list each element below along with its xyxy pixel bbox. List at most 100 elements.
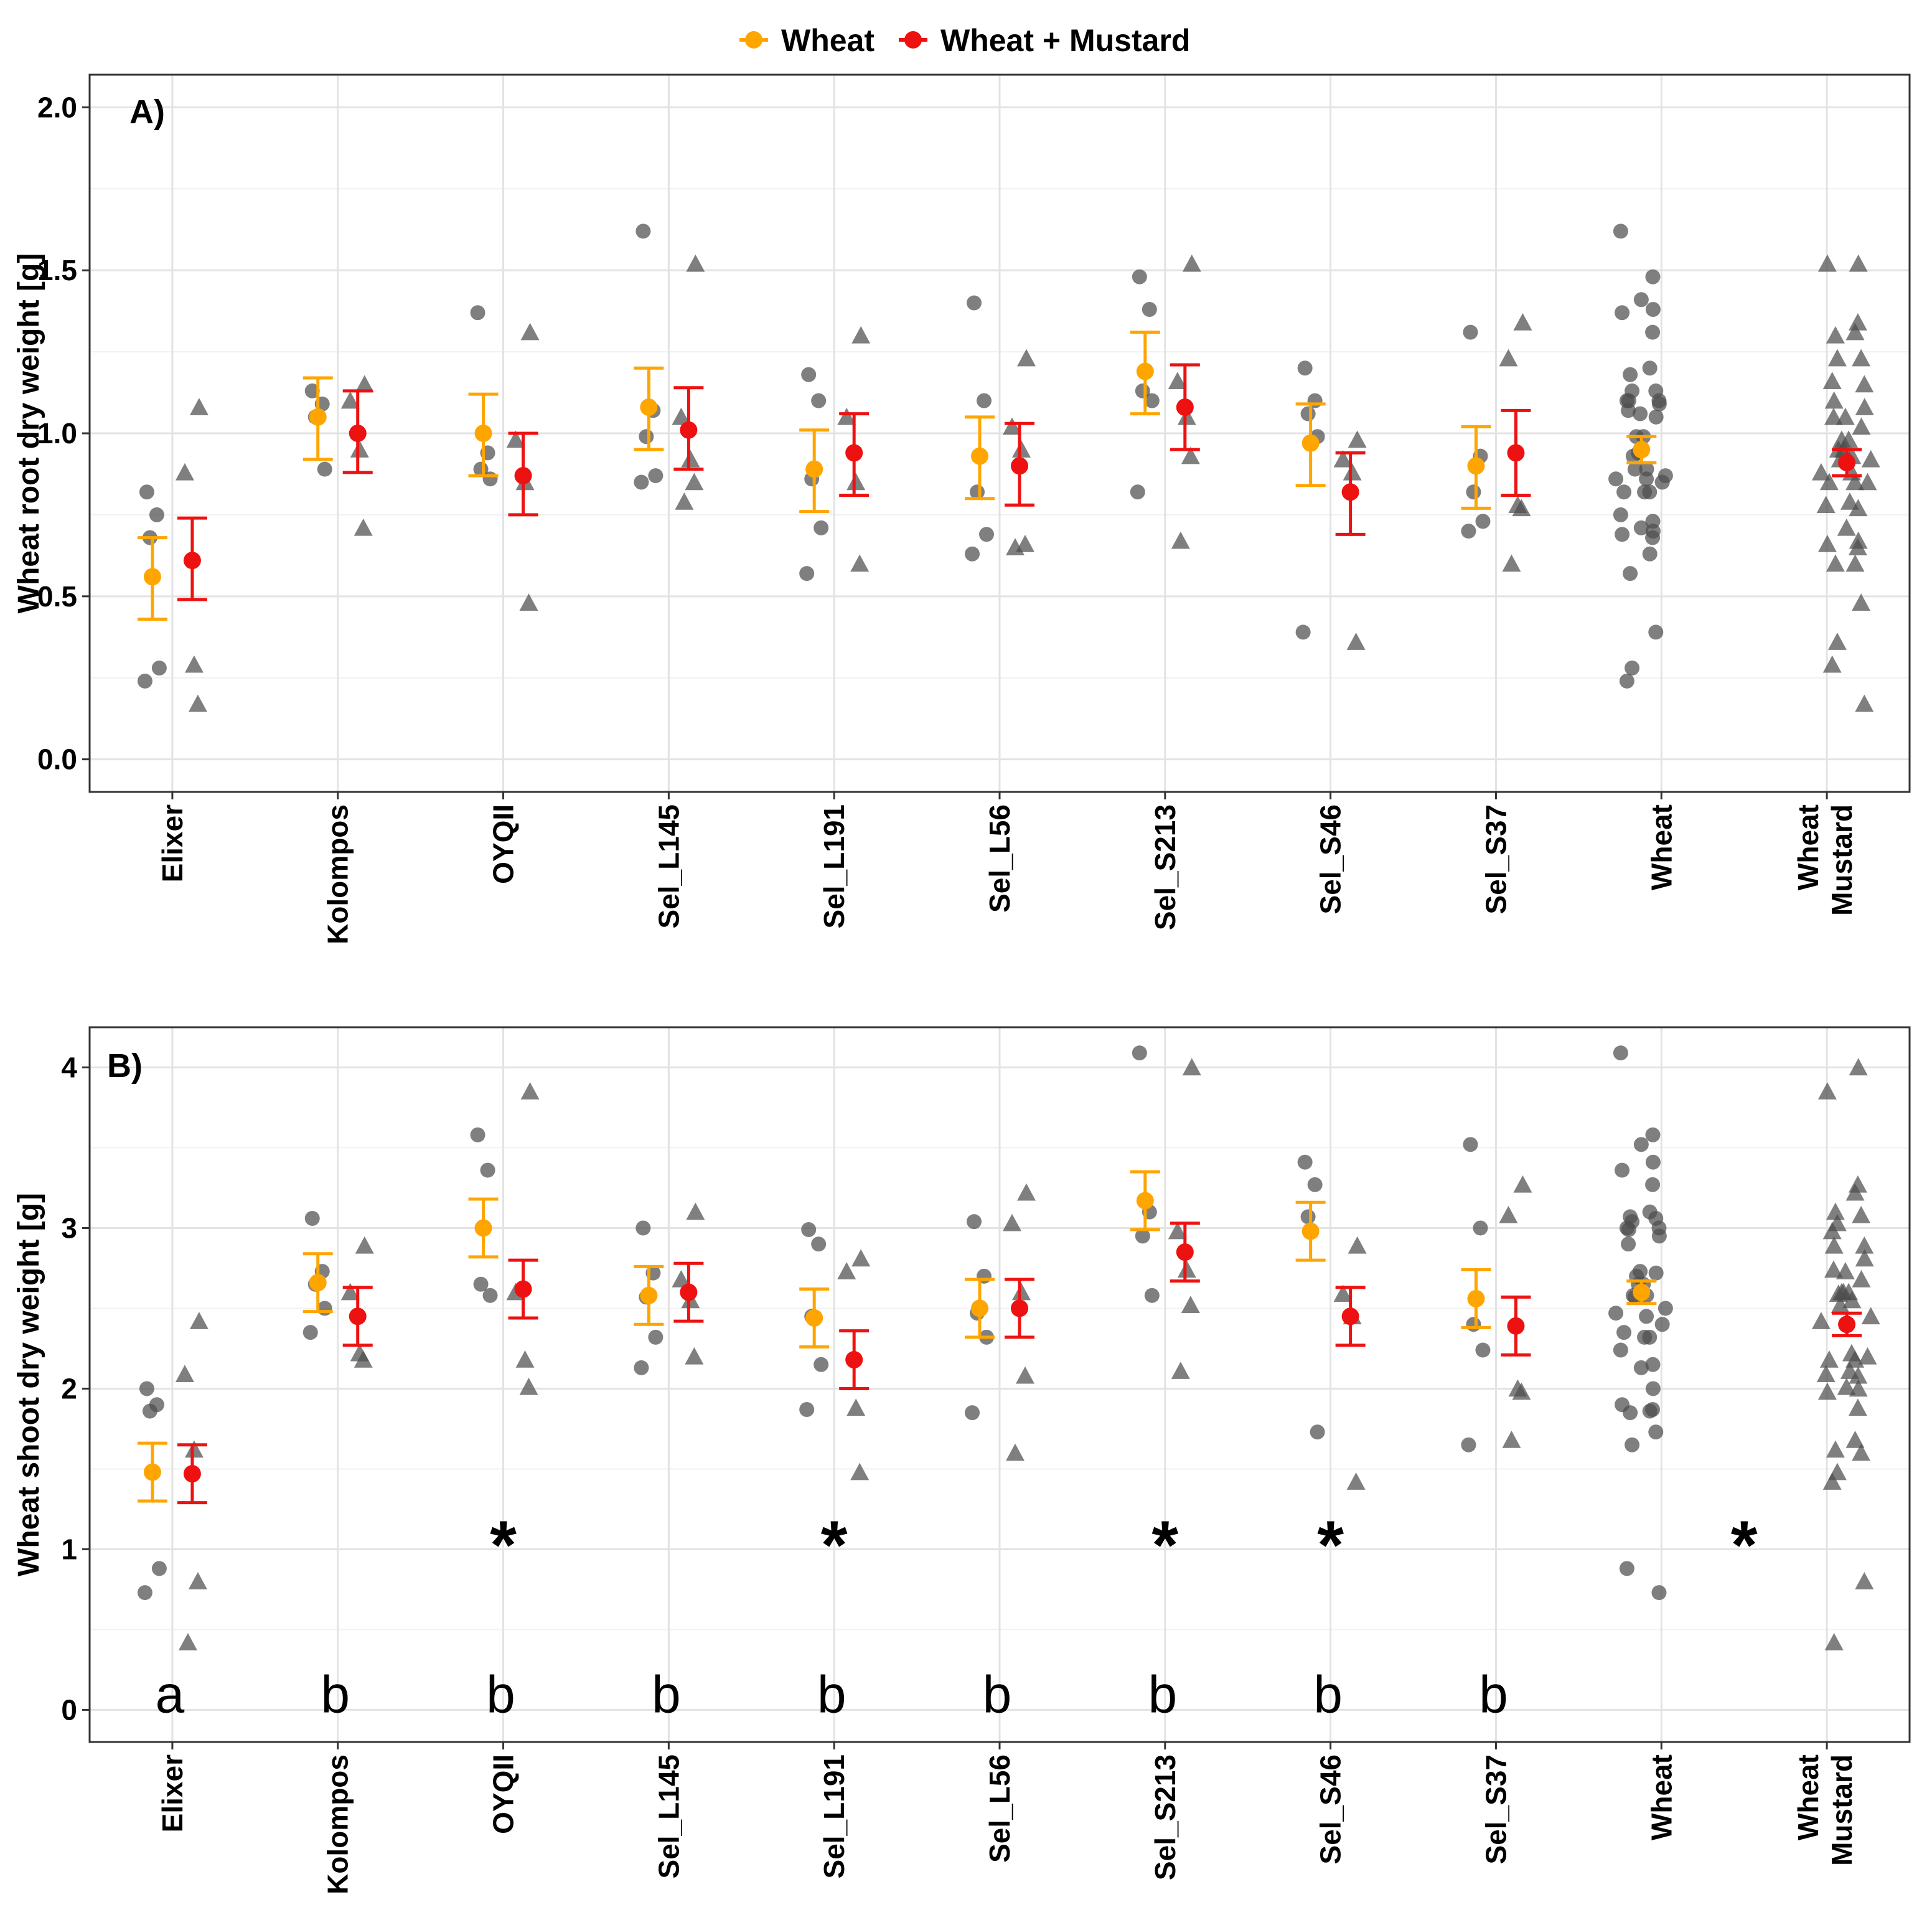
panel-a-raw-point-mustard bbox=[1343, 463, 1362, 481]
panel-a-mean-point-mustard bbox=[349, 425, 367, 442]
panel-a-raw-point-mustard bbox=[1827, 633, 1847, 650]
panel-b-raw-point-mustard bbox=[1861, 1307, 1880, 1325]
panel-a-mean-point-wheat bbox=[474, 425, 492, 442]
panel-b-raw-point-mustard bbox=[1182, 1058, 1201, 1076]
panel-b-raw-point-wheat bbox=[304, 1210, 320, 1226]
panel-b-raw-point-mustard bbox=[1848, 1398, 1867, 1416]
panel-a-raw-point-mustard bbox=[1171, 531, 1190, 549]
panel-a-raw-point-mustard bbox=[1855, 694, 1874, 712]
panel-b-raw-point-wheat bbox=[1648, 1265, 1664, 1281]
panel-a-raw-point-mustard bbox=[340, 391, 360, 409]
panel-a-raw-point-mustard bbox=[1499, 349, 1518, 367]
panel-a-category-label-sel-s37: Sel_S37 bbox=[1479, 804, 1512, 914]
panel-b-raw-point-mustard bbox=[1837, 1377, 1856, 1395]
panel-b-raw-point-wheat bbox=[801, 1222, 817, 1238]
panel-b-raw-point-wheat bbox=[1615, 1162, 1630, 1178]
panel-b-raw-point-wheat bbox=[1132, 1045, 1147, 1061]
panel-b-raw-point-wheat bbox=[1613, 1045, 1628, 1061]
panel-a-raw-point-mustard bbox=[672, 407, 691, 425]
panel-a-raw-point-mustard bbox=[1182, 254, 1201, 272]
panel-b-raw-point-wheat bbox=[1645, 1154, 1661, 1170]
panel-a-raw-point-mustard bbox=[1852, 593, 1871, 611]
panel-b-raw-point-wheat bbox=[151, 1561, 167, 1576]
panel-a-raw-point-wheat bbox=[151, 661, 167, 676]
panel-a-raw-point-mustard bbox=[189, 398, 209, 415]
panel-b-raw-point-wheat bbox=[1310, 1424, 1325, 1440]
panel-a-raw-point-wheat bbox=[1645, 324, 1661, 340]
panel-a-raw-point-mustard bbox=[1016, 535, 1034, 552]
panel-b-raw-point-mustard bbox=[189, 1312, 209, 1329]
panel-b-raw-point-wheat bbox=[811, 1236, 827, 1252]
panel-a-category-label-oyqii: OYQII bbox=[487, 804, 520, 884]
panel-b-raw-point-mustard bbox=[686, 1202, 705, 1220]
panel-a-raw-point-mustard bbox=[1848, 538, 1867, 556]
panel-b-y-tick-label: 3 bbox=[61, 1212, 77, 1244]
panel-b-raw-point-wheat bbox=[1616, 1325, 1632, 1340]
legend: Wheat Wheat + Mustard bbox=[739, 23, 1190, 58]
panel-b-raw-point-wheat bbox=[142, 1403, 157, 1419]
panel-a-raw-point-mustard bbox=[1849, 254, 1868, 272]
panel-a-raw-point-wheat bbox=[1637, 484, 1653, 500]
panel-a-raw-point-mustard bbox=[1849, 499, 1868, 517]
panel-a-raw-point-mustard bbox=[1811, 463, 1831, 481]
panel-a-y-tick-label: 1.0 bbox=[37, 417, 77, 450]
panel-a-category-label-line: Sel_S213 bbox=[1149, 804, 1181, 930]
panel-a-raw-point-wheat bbox=[1648, 409, 1664, 425]
panel-a-raw-point-mustard bbox=[1513, 313, 1532, 331]
panel-b-category-label-line: Sel_S213 bbox=[1149, 1754, 1181, 1880]
panel-a-raw-point-mustard bbox=[1852, 349, 1871, 367]
panel-b-raw-point-wheat bbox=[648, 1329, 664, 1345]
panel-b-raw-point-wheat bbox=[1645, 1357, 1661, 1372]
panel-b-raw-point-mustard bbox=[1512, 1382, 1531, 1400]
panel-b-raw-point-wheat bbox=[1307, 1177, 1323, 1192]
panel-b-category-label-sel-s37: Sel_S37 bbox=[1479, 1754, 1512, 1864]
panel-a-raw-point-mustard bbox=[184, 655, 204, 673]
panel-b-mean-point-wheat bbox=[309, 1274, 327, 1292]
panel-a-mean-point-mustard bbox=[1176, 398, 1194, 417]
panel-a-raw-point-wheat bbox=[1642, 546, 1658, 562]
panel-a-raw-point-mustard bbox=[1826, 326, 1845, 344]
legend-item-wheat-mustard: Wheat + Mustard bbox=[899, 23, 1190, 58]
panel-b-y-tick-label: 1 bbox=[61, 1533, 77, 1565]
panel-a-raw-point-wheat bbox=[470, 305, 485, 321]
panel-b-raw-point-mustard bbox=[1845, 1431, 1865, 1448]
legend-mustard-label: Wheat + Mustard bbox=[940, 23, 1190, 58]
panel-a-raw-point-mustard bbox=[175, 463, 194, 481]
panel-a-category-label-line: Wheat bbox=[1645, 804, 1677, 890]
panel-b-category-label-line: OYQII bbox=[487, 1754, 520, 1834]
panel-a-raw-point-wheat bbox=[967, 295, 982, 311]
panel-a-raw-point-mustard bbox=[1855, 398, 1874, 415]
panel-b-raw-point-mustard bbox=[850, 1462, 870, 1480]
panel-b-raw-point-mustard bbox=[1346, 1472, 1366, 1490]
panel-b-raw-point-mustard bbox=[1822, 1472, 1842, 1490]
panel-b-raw-point-mustard bbox=[1817, 1382, 1837, 1400]
panel-b-raw-point-mustard bbox=[1177, 1260, 1196, 1278]
panel-b-raw-point-mustard bbox=[1826, 1440, 1845, 1458]
panel-a-raw-point-wheat bbox=[1623, 367, 1638, 382]
panel-a-raw-point-wheat bbox=[482, 471, 498, 487]
panel-b-raw-point-wheat bbox=[1619, 1561, 1634, 1576]
panel-b-raw-point-wheat bbox=[1633, 1137, 1649, 1152]
panel-b-category-label-line: Wheat bbox=[1645, 1754, 1677, 1840]
panel-a-raw-point-wheat bbox=[1645, 269, 1661, 285]
panel-a-y-tick-label: 1.5 bbox=[37, 254, 77, 286]
panel-b-raw-point-mustard bbox=[1502, 1431, 1521, 1448]
panel-b-raw-point-mustard bbox=[1513, 1175, 1532, 1193]
panel-a-raw-point-mustard bbox=[1168, 372, 1187, 389]
panel-b-raw-point-wheat bbox=[1633, 1360, 1649, 1375]
panel-a-mean-point-wheat bbox=[640, 398, 658, 417]
panel-a-raw-point-mustard bbox=[837, 407, 856, 425]
panel-b-mean-point-mustard bbox=[1838, 1316, 1856, 1334]
panel-a-mean-point-wheat bbox=[1633, 441, 1651, 459]
panel-b-mean-point-wheat bbox=[971, 1299, 988, 1317]
panel-a-category-label-line: Sel_L191 bbox=[818, 804, 850, 928]
panel-a-raw-point-wheat bbox=[1619, 673, 1634, 689]
panel-a-mean-point-wheat bbox=[971, 447, 988, 465]
panel-a-raw-point-mustard bbox=[1836, 407, 1855, 425]
panel-a-raw-point-mustard bbox=[188, 694, 207, 712]
panel-a-category-label-elixer: Elixer bbox=[156, 804, 189, 882]
panel-b-mean-point-wheat bbox=[1467, 1289, 1485, 1307]
panel-a-category-label-wheat-mustard: WheatMustard bbox=[1792, 804, 1858, 916]
panel-a-raw-point-wheat bbox=[139, 484, 154, 500]
panel-b-raw-point-mustard bbox=[1852, 1270, 1871, 1287]
